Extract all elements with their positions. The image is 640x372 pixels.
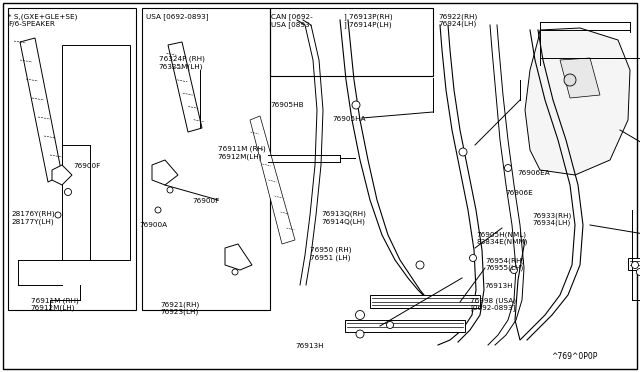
- Text: 76933(RH)
76934(LH): 76933(RH) 76934(LH): [532, 212, 572, 227]
- Circle shape: [352, 101, 360, 109]
- Text: 76905HB: 76905HB: [271, 102, 305, 108]
- Text: 76906EA: 76906EA: [517, 170, 550, 176]
- Circle shape: [155, 207, 161, 213]
- Text: 28176Y(RH)
28177Y(LH): 28176Y(RH) 28177Y(LH): [12, 211, 55, 225]
- Text: 76900A: 76900A: [140, 222, 168, 228]
- Text: 76905H(NML)
83834E(NMM): 76905H(NML) 83834E(NMM): [477, 231, 528, 245]
- Text: 76906E: 76906E: [506, 190, 533, 196]
- Text: 76913Q(RH)
76914Q(LH): 76913Q(RH) 76914Q(LH): [321, 211, 366, 225]
- Circle shape: [511, 266, 518, 273]
- Bar: [270, 8, 433, 76]
- Text: 76950 (RH)
76951 (LH): 76950 (RH) 76951 (LH): [310, 247, 352, 261]
- Polygon shape: [152, 160, 178, 185]
- Polygon shape: [628, 258, 640, 270]
- Polygon shape: [20, 38, 62, 182]
- Text: 76324P (RH)
76325M(LH): 76324P (RH) 76325M(LH): [159, 56, 205, 70]
- Circle shape: [459, 148, 467, 156]
- Text: 76913H: 76913H: [484, 283, 513, 289]
- Circle shape: [470, 254, 477, 262]
- Polygon shape: [345, 320, 465, 332]
- Text: ] 76913P(RH)
] 76914P(LH): ] 76913P(RH) ] 76914P(LH): [344, 13, 393, 28]
- Text: 76911M (RH)
76912M(LH): 76911M (RH) 76912M(LH): [31, 297, 79, 311]
- Text: ^769^0P0P: ^769^0P0P: [552, 352, 598, 361]
- Text: 76900F: 76900F: [192, 198, 220, 204]
- Polygon shape: [168, 42, 202, 132]
- Circle shape: [65, 189, 72, 196]
- Text: 76998 (USA)
[0692-0893]: 76998 (USA) [0692-0893]: [470, 297, 516, 311]
- Polygon shape: [560, 58, 600, 98]
- Circle shape: [356, 330, 364, 338]
- Polygon shape: [52, 165, 72, 185]
- Bar: [142, 8, 270, 310]
- Polygon shape: [525, 28, 630, 175]
- Circle shape: [55, 212, 61, 218]
- Bar: [62, 45, 130, 260]
- Text: 76911M (RH)
76912M(LH): 76911M (RH) 76912M(LH): [218, 145, 266, 160]
- Circle shape: [416, 261, 424, 269]
- Text: 76905HA: 76905HA: [333, 116, 367, 122]
- Text: 76922(RH)
76924(LH): 76922(RH) 76924(LH): [438, 13, 477, 27]
- Circle shape: [167, 187, 173, 193]
- Circle shape: [387, 321, 394, 328]
- Circle shape: [504, 164, 511, 171]
- Polygon shape: [250, 116, 295, 244]
- Circle shape: [564, 74, 576, 86]
- Text: * S,(GXE+GLE+SE)
F/6-SPEAKER: * S,(GXE+GLE+SE) F/6-SPEAKER: [8, 13, 77, 26]
- Polygon shape: [225, 244, 252, 270]
- Text: 76913H: 76913H: [296, 343, 324, 349]
- Text: USA [0692-0893]: USA [0692-0893]: [146, 13, 209, 20]
- Polygon shape: [370, 295, 480, 308]
- Circle shape: [632, 262, 639, 269]
- Text: CAN [0692-
USA [0893-: CAN [0692- USA [0893-: [271, 13, 312, 28]
- Circle shape: [355, 311, 365, 320]
- Text: 76900F: 76900F: [74, 163, 101, 169]
- Bar: [8, 8, 136, 310]
- Circle shape: [637, 269, 640, 276]
- Circle shape: [232, 269, 238, 275]
- Text: 76921(RH)
76923(LH): 76921(RH) 76923(LH): [160, 301, 199, 315]
- Text: 76954(RH)
76955(LH): 76954(RH) 76955(LH): [485, 257, 524, 271]
